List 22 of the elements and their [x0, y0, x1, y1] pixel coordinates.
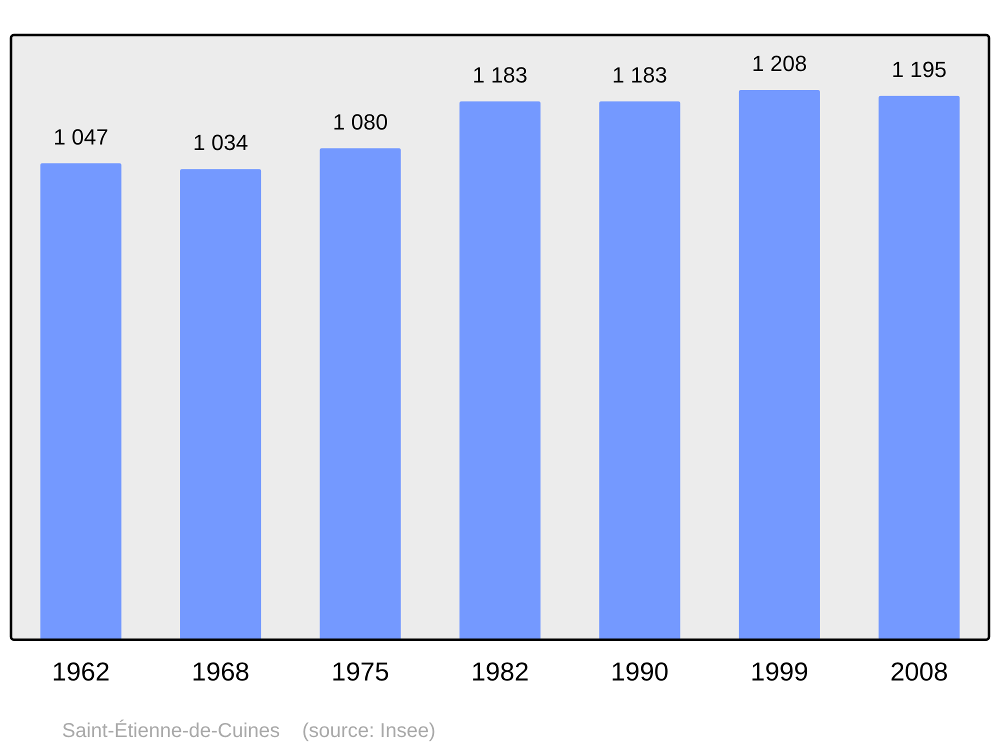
- bar: [459, 101, 541, 640]
- x-tick-label: 1968: [192, 656, 250, 687]
- x-tick-label: 1962: [52, 656, 110, 687]
- text: Saint-Étienne-de-Cuines (source: Insee): [62, 719, 436, 742]
- bar: [599, 101, 680, 640]
- x-tick-label: 1999: [750, 656, 808, 687]
- data-label: 1 183: [612, 62, 668, 88]
- data-label: 1 034: [193, 130, 248, 156]
- data-label: 1 208: [752, 51, 807, 76]
- bar: [40, 163, 122, 640]
- bar: [320, 148, 401, 640]
- bar: [738, 90, 820, 640]
- x-tick-label: 1990: [610, 656, 669, 687]
- bar: [878, 96, 960, 640]
- x-tick-label: 2008: [890, 656, 948, 687]
- data-label: 1 080: [332, 109, 388, 134]
- data-label: 1 183: [472, 62, 528, 88]
- bar: [180, 169, 262, 640]
- data-label: 1 047: [53, 124, 108, 150]
- x-tick-label: 1975: [331, 656, 390, 687]
- data-label: 1 195: [892, 56, 947, 82]
- x-tick-label: 1982: [471, 656, 529, 687]
